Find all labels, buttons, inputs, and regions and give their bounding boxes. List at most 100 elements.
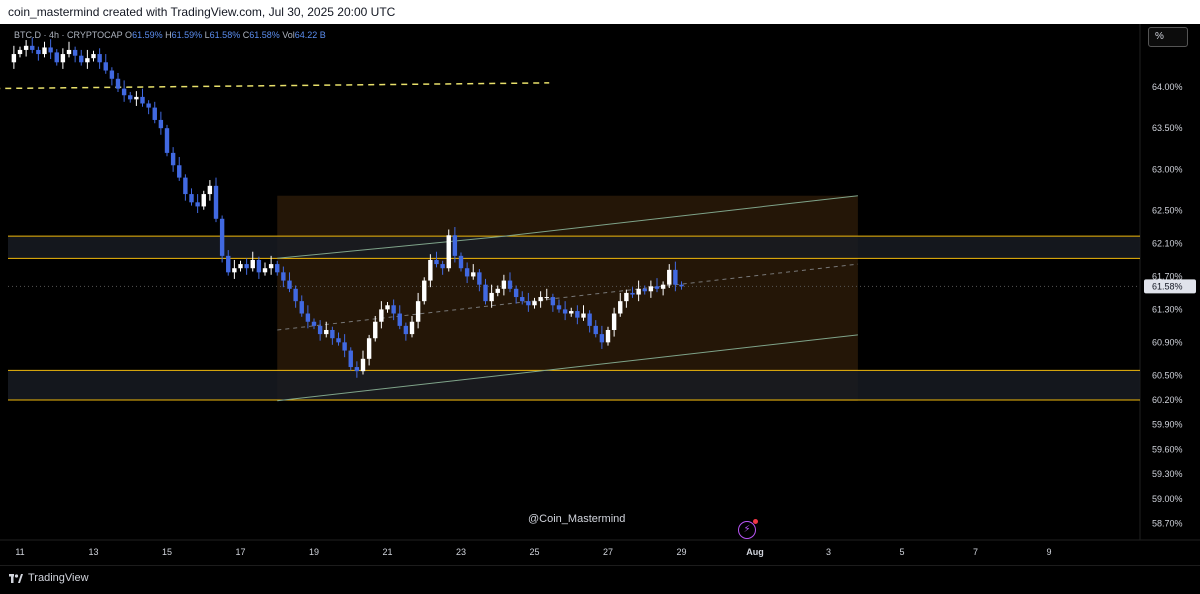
candle-body-35 [195,202,200,207]
top-caption-bar: coin_mastermind created with TradingView… [0,0,1200,24]
legend-low-label: L [204,30,210,40]
candle-body-108 [642,288,647,292]
candle-body-10 [42,47,47,55]
candle-body-69 [403,325,409,335]
candle-body-17 [85,58,90,63]
candle-body-113 [673,269,678,285]
candle-body-67 [391,305,396,314]
x-tick-label: 29 [676,547,686,557]
candle-body-102 [605,329,611,343]
x-tick-label: 21 [382,547,392,557]
candle-body-74 [434,259,439,265]
legend-open-label: O [125,30,133,40]
y-tick-label: 62.50% [1152,206,1183,216]
candle-body-106 [630,292,635,295]
candle-body-75 [440,264,445,269]
y-tick-label: 63.00% [1152,164,1183,174]
candle-body-91 [538,297,543,302]
candle-body-57 [330,329,335,339]
legend-high-label: H [165,30,172,40]
last-price-label: 61.58% [1152,281,1183,291]
price-chart[interactable]: 64.00% 63.50% 63.00% 62.50% 62.10% 61.70% 61.3… [0,24,1200,565]
candle-body-19 [97,54,102,63]
y-tick-label: 62.10% [1152,239,1183,249]
candle-body-50 [287,280,292,289]
x-tick-label: 17 [235,547,245,557]
candle-body-38 [213,185,219,219]
candle-body-99 [587,313,592,326]
percent-scale-button[interactable]: % [1148,27,1188,47]
candle-body-71 [415,301,421,322]
candle-body-9 [36,49,41,55]
tradingview-logo-icon [9,574,23,583]
x-tick-label: 11 [15,547,24,557]
candle-body-46 [262,268,268,273]
candle-body-112 [667,269,672,285]
candle-body-6 [17,49,23,55]
candle-body-45 [256,259,262,273]
legend-symbol: BTC.D · 4h · CRYPTOCAP [14,30,123,40]
candle-body-78 [458,255,464,269]
y-tick-label: 63.50% [1152,123,1183,133]
candle-body-58 [336,338,341,343]
candle-body-101 [599,334,605,343]
notification-dot [753,519,758,524]
legend-close-label: C [242,30,250,40]
x-tick-label: 13 [88,547,98,557]
candle-body-62 [360,358,366,372]
candle-body-55 [317,325,323,335]
lightning-icon[interactable]: ⚡ [738,519,758,539]
candle-body-21 [109,70,115,79]
candle-body-12 [54,52,59,63]
candle-body-76 [446,235,451,269]
candle-body-83 [489,292,494,302]
channel-box [277,195,858,401]
channel-mid-line [277,263,858,331]
x-tick-label: 25 [529,547,539,557]
candle-body-105 [624,292,629,302]
legend-volume-value: 64.22 B [294,30,326,40]
resistance-zone [8,236,1140,259]
candle-body-65 [379,309,384,322]
x-tick-label: Aug [746,547,764,557]
y-tick-label: 60.50% [1152,370,1183,380]
y-tick-label: 60.90% [1152,337,1183,347]
candle-body-48 [275,264,280,273]
candle-body-111 [660,284,666,289]
y-tick-label: 59.90% [1152,420,1183,430]
candle-body-84 [495,288,500,293]
candle-body-109 [648,286,654,292]
candle-body-56 [324,329,329,335]
candle-body-23 [121,88,127,96]
candle-body-88 [520,297,525,302]
x-tick-label: 15 [162,547,172,557]
x-tick-label: 27 [603,547,613,557]
y-tick-label: 61.30% [1152,304,1183,314]
candle-body-53 [305,313,311,322]
candle-body-43 [244,264,249,269]
candle-body-25 [134,96,139,100]
dashed-resistance-line [0,82,550,90]
y-tick-label: 58.70% [1152,519,1183,529]
x-tick-label: 3 [826,547,831,557]
candle-body-39 [219,218,225,256]
candle-body-81 [477,272,482,285]
x-tick-label: 9 [1046,547,1051,557]
candle-body-96 [569,311,574,314]
candle-body-79 [464,268,470,277]
candle-body-100 [593,325,598,335]
candle-body-29 [158,119,164,129]
candle-body-70 [409,321,415,335]
legend-low-value: 61.58% [209,30,241,40]
author-watermark: @Coin_Mastermind [528,513,626,525]
legend-volume-label: Vol [282,30,295,40]
candle-body-24 [128,95,133,100]
x-tick-label: 5 [899,547,904,557]
chart-area[interactable]: 64.00% 63.50% 63.00% 62.50% 62.10% 61.70% 61.3… [0,24,1200,565]
candle-body-103 [611,313,617,330]
candle-body-26 [140,96,145,104]
y-tick-label: 59.60% [1152,444,1183,454]
last-price-tag [1144,279,1196,294]
candle-body-20 [103,62,108,71]
candle-body-18 [91,54,96,59]
